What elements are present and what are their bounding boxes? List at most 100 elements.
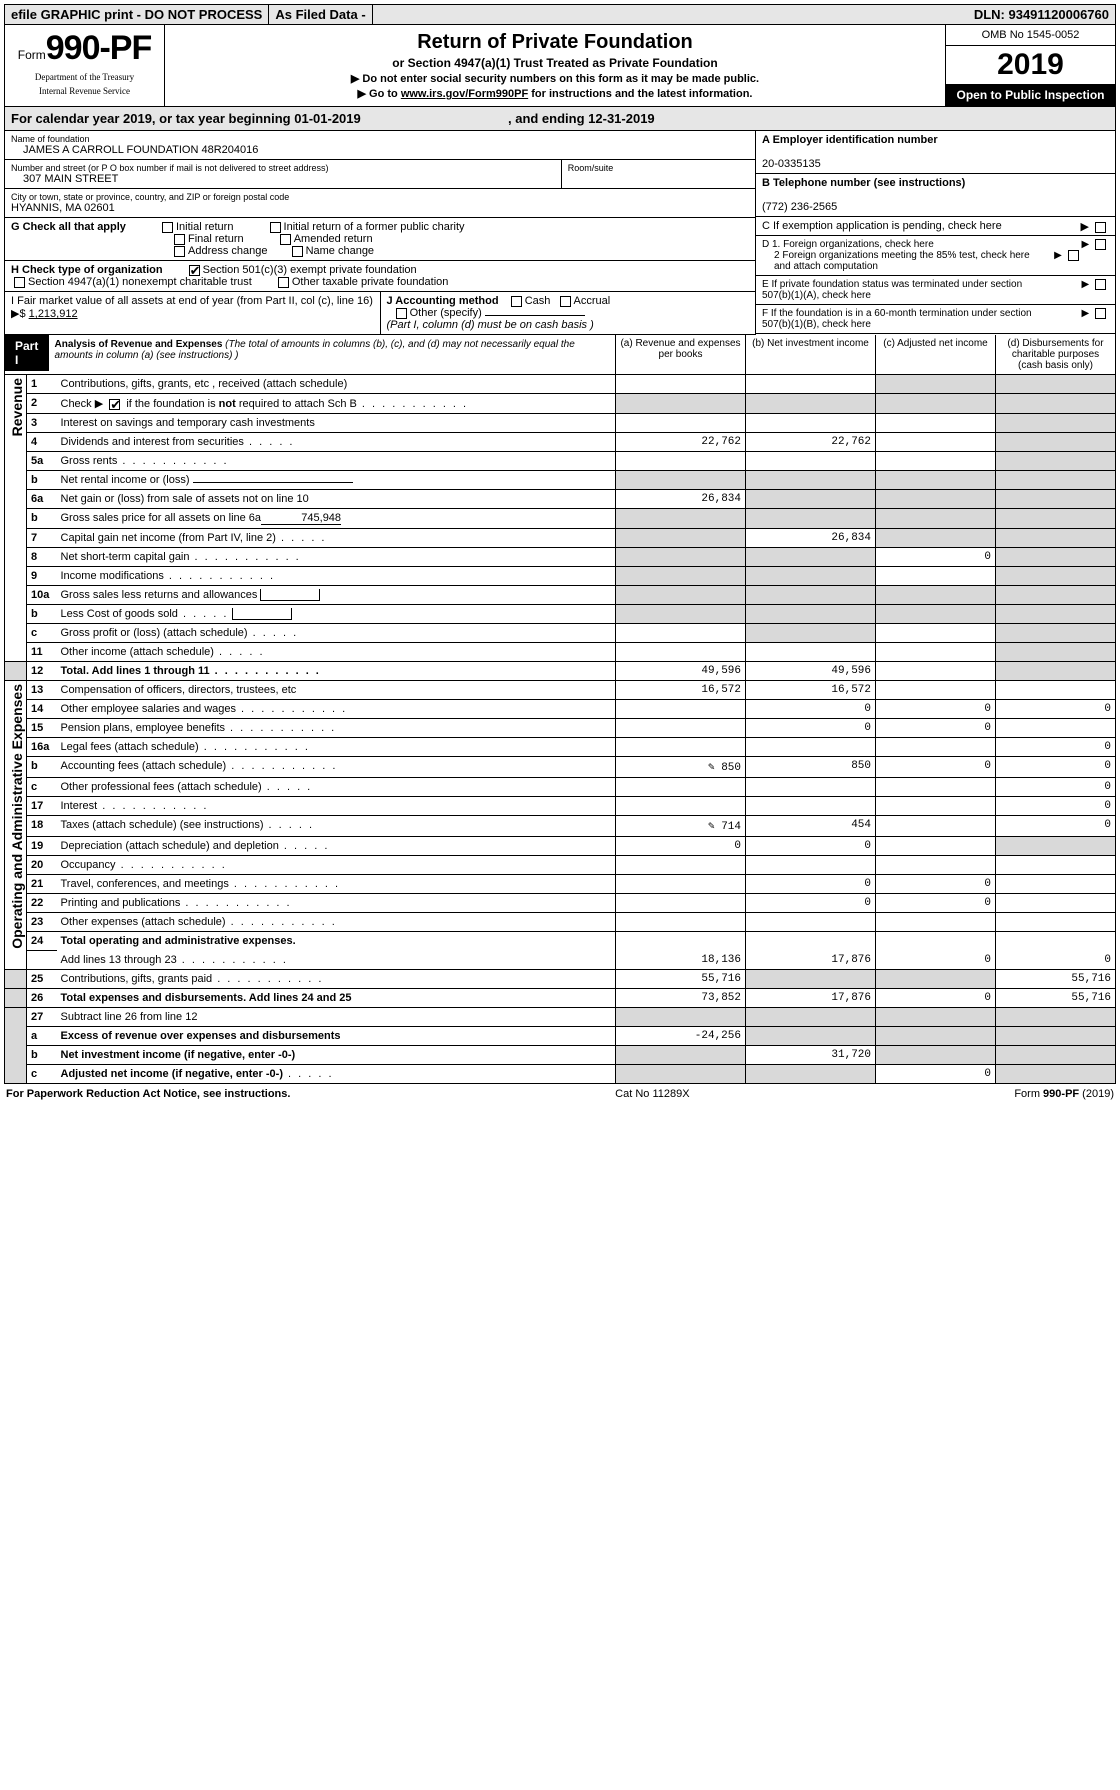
row-5a: 5aGross rents <box>5 452 1116 471</box>
box-g: G Check all that apply Initial return In… <box>5 218 755 261</box>
chk-501c3[interactable] <box>189 265 200 276</box>
row-25: 25Contributions, gifts, grants paid55,71… <box>5 969 1116 988</box>
dln: DLN: 93491120006760 <box>968 5 1115 24</box>
row-23: 23Other expenses (attach schedule) <box>5 913 1116 932</box>
row-9: 9Income modifications <box>5 567 1116 586</box>
row-16a: 16aLegal fees (attach schedule)0 <box>5 738 1116 757</box>
chk-c[interactable] <box>1095 222 1106 233</box>
row-12: 12Total. Add lines 1 through 1149,59649,… <box>5 662 1116 681</box>
chk-final-return[interactable] <box>174 234 185 245</box>
row-2: 2Check ▶ if the foundation is not requir… <box>5 394 1116 414</box>
form-header: Form990-PF Department of the Treasury In… <box>4 25 1116 107</box>
col-a-hdr: (a) Revenue and expenses per books <box>616 335 746 375</box>
ein-cell: A Employer identification number 20-0335… <box>756 131 1115 174</box>
chk-f[interactable] <box>1095 308 1106 319</box>
identity-grid: Name of foundation JAMES A CARROLL FOUND… <box>4 131 1116 335</box>
dln-value: 93491120006760 <box>1008 7 1109 22</box>
row-20: 20Occupancy <box>5 856 1116 875</box>
row-17: 17Interest0 <box>5 797 1116 816</box>
ssn-warning: ▶ Do not enter social security numbers o… <box>173 72 937 85</box>
h-label: H Check type of organization <box>11 264 163 276</box>
chk-cash[interactable] <box>511 296 522 307</box>
chk-amended[interactable] <box>280 234 291 245</box>
j-o3: Other (specify) <box>410 307 482 319</box>
street-address: 307 MAIN STREET <box>11 173 555 185</box>
row-10c: cGross profit or (loss) (attach schedule… <box>5 624 1116 643</box>
goto-pre: ▶ Go to <box>358 88 401 100</box>
paperwork-notice: For Paperwork Reduction Act Notice, see … <box>6 1088 290 1100</box>
h-o1: Section 501(c)(3) exempt private foundat… <box>203 264 417 276</box>
row-10a: 10aGross sales less returns and allowanc… <box>5 586 1116 605</box>
box-e: E If private foundation status was termi… <box>756 276 1115 305</box>
chk-accrual[interactable] <box>560 296 571 307</box>
ein-value: 20-0335135 <box>762 158 821 170</box>
addr-label: Number and street (or P O box number if … <box>11 163 555 173</box>
top-bar: efile GRAPHIC print - DO NOT PROCESS As … <box>4 4 1116 25</box>
d2-label: 2 Foreign organizations meeting the 85% … <box>762 250 1042 272</box>
j-o2: Accrual <box>574 295 611 307</box>
row-1: Revenue 1Contributions, gifts, grants, e… <box>5 375 1116 394</box>
foundation-name-cell: Name of foundation JAMES A CARROLL FOUND… <box>5 131 755 160</box>
box-j: J Accounting method Cash Accrual Other (… <box>380 292 756 335</box>
row-10b: bLess Cost of goods sold <box>5 605 1116 624</box>
efile-notice: efile GRAPHIC print - DO NOT PROCESS <box>5 5 269 24</box>
chk-schb[interactable] <box>109 399 120 410</box>
city-cell: City or town, state or province, country… <box>5 189 755 218</box>
attach-icon[interactable]: ✎ <box>708 762 715 774</box>
h-o3: Other taxable private foundation <box>292 276 449 288</box>
row-16b: bAccounting fees (attach schedule)✎ 8508… <box>5 757 1116 778</box>
part1-table: Part I Analysis of Revenue and Expenses … <box>4 335 1116 1084</box>
box-f: F If the foundation is in a 60-month ter… <box>756 305 1115 334</box>
name-label: Name of foundation <box>11 134 749 144</box>
g-o3: Final return <box>188 233 244 245</box>
footer: For Paperwork Reduction Act Notice, see … <box>4 1084 1116 1104</box>
chk-other-method[interactable] <box>396 308 407 319</box>
row-27a: aExcess of revenue over expenses and dis… <box>5 1026 1116 1045</box>
tel-value: (772) 236-2565 <box>762 201 837 213</box>
row-8: 8Net short-term capital gain0 <box>5 548 1116 567</box>
form-subtitle: or Section 4947(a)(1) Trust Treated as P… <box>173 56 937 70</box>
g-o5: Address change <box>188 245 268 257</box>
header-mid: Return of Private Foundation or Section … <box>165 25 945 106</box>
row-27b: bNet investment income (if negative, ent… <box>5 1045 1116 1064</box>
vlabel-revenue: Revenue <box>9 378 25 436</box>
dept-irs: Internal Revenue Service <box>9 86 160 96</box>
row-22: 22Printing and publications00 <box>5 894 1116 913</box>
tel-cell: B Telephone number (see instructions) (7… <box>756 174 1115 217</box>
col-b-hdr: (b) Net investment income <box>746 335 876 375</box>
ein-label: A Employer identification number <box>762 134 938 146</box>
row-5b: bNet rental income or (loss) <box>5 471 1116 490</box>
row-16c: cOther professional fees (attach schedul… <box>5 778 1116 797</box>
row-15: 15Pension plans, employee benefits00 <box>5 719 1116 738</box>
cat-no: Cat No 11289X <box>615 1088 689 1100</box>
chk-initial-former[interactable] <box>270 222 281 233</box>
room-cell: Room/suite <box>561 160 755 189</box>
city-state-zip: HYANNIS, MA 02601 <box>11 202 749 214</box>
chk-name-change[interactable] <box>292 246 303 257</box>
j-o1: Cash <box>525 295 551 307</box>
box-c: C If exemption application is pending, c… <box>756 217 1115 236</box>
chk-initial-return[interactable] <box>162 222 173 233</box>
form-title: Return of Private Foundation <box>173 31 937 54</box>
attach-icon[interactable]: ✎ <box>708 821 715 833</box>
chk-d1[interactable] <box>1095 239 1106 250</box>
row-4: 4Dividends and interest from securities2… <box>5 433 1116 452</box>
chk-e[interactable] <box>1095 279 1106 290</box>
j-note: (Part I, column (d) must be on cash basi… <box>387 319 594 331</box>
chk-other-taxable[interactable] <box>278 277 289 288</box>
row-27: 27Subtract line 26 from line 12 <box>5 1007 1116 1026</box>
cal-text-a: For calendar year 2019, or tax year begi… <box>11 111 294 126</box>
omb-number: OMB No 1545-0052 <box>946 25 1115 46</box>
row-26: 26Total expenses and disbursements. Add … <box>5 988 1116 1007</box>
chk-4947a1[interactable] <box>14 277 25 288</box>
row-19: 19Depreciation (attach schedule) and dep… <box>5 837 1116 856</box>
row-24: 24Total operating and administrative exp… <box>5 932 1116 951</box>
tel-label: B Telephone number (see instructions) <box>762 177 965 189</box>
chk-d2[interactable] <box>1068 250 1079 261</box>
g-o2: Initial return of a former public charit… <box>284 221 465 233</box>
cal-end: 12-31-2019 <box>588 111 655 126</box>
box-h: H Check type of organization Section 501… <box>5 261 755 292</box>
chk-address-change[interactable] <box>174 246 185 257</box>
form-num: 990-PF <box>46 29 152 67</box>
irs-link[interactable]: www.irs.gov/Form990PF <box>401 88 528 100</box>
